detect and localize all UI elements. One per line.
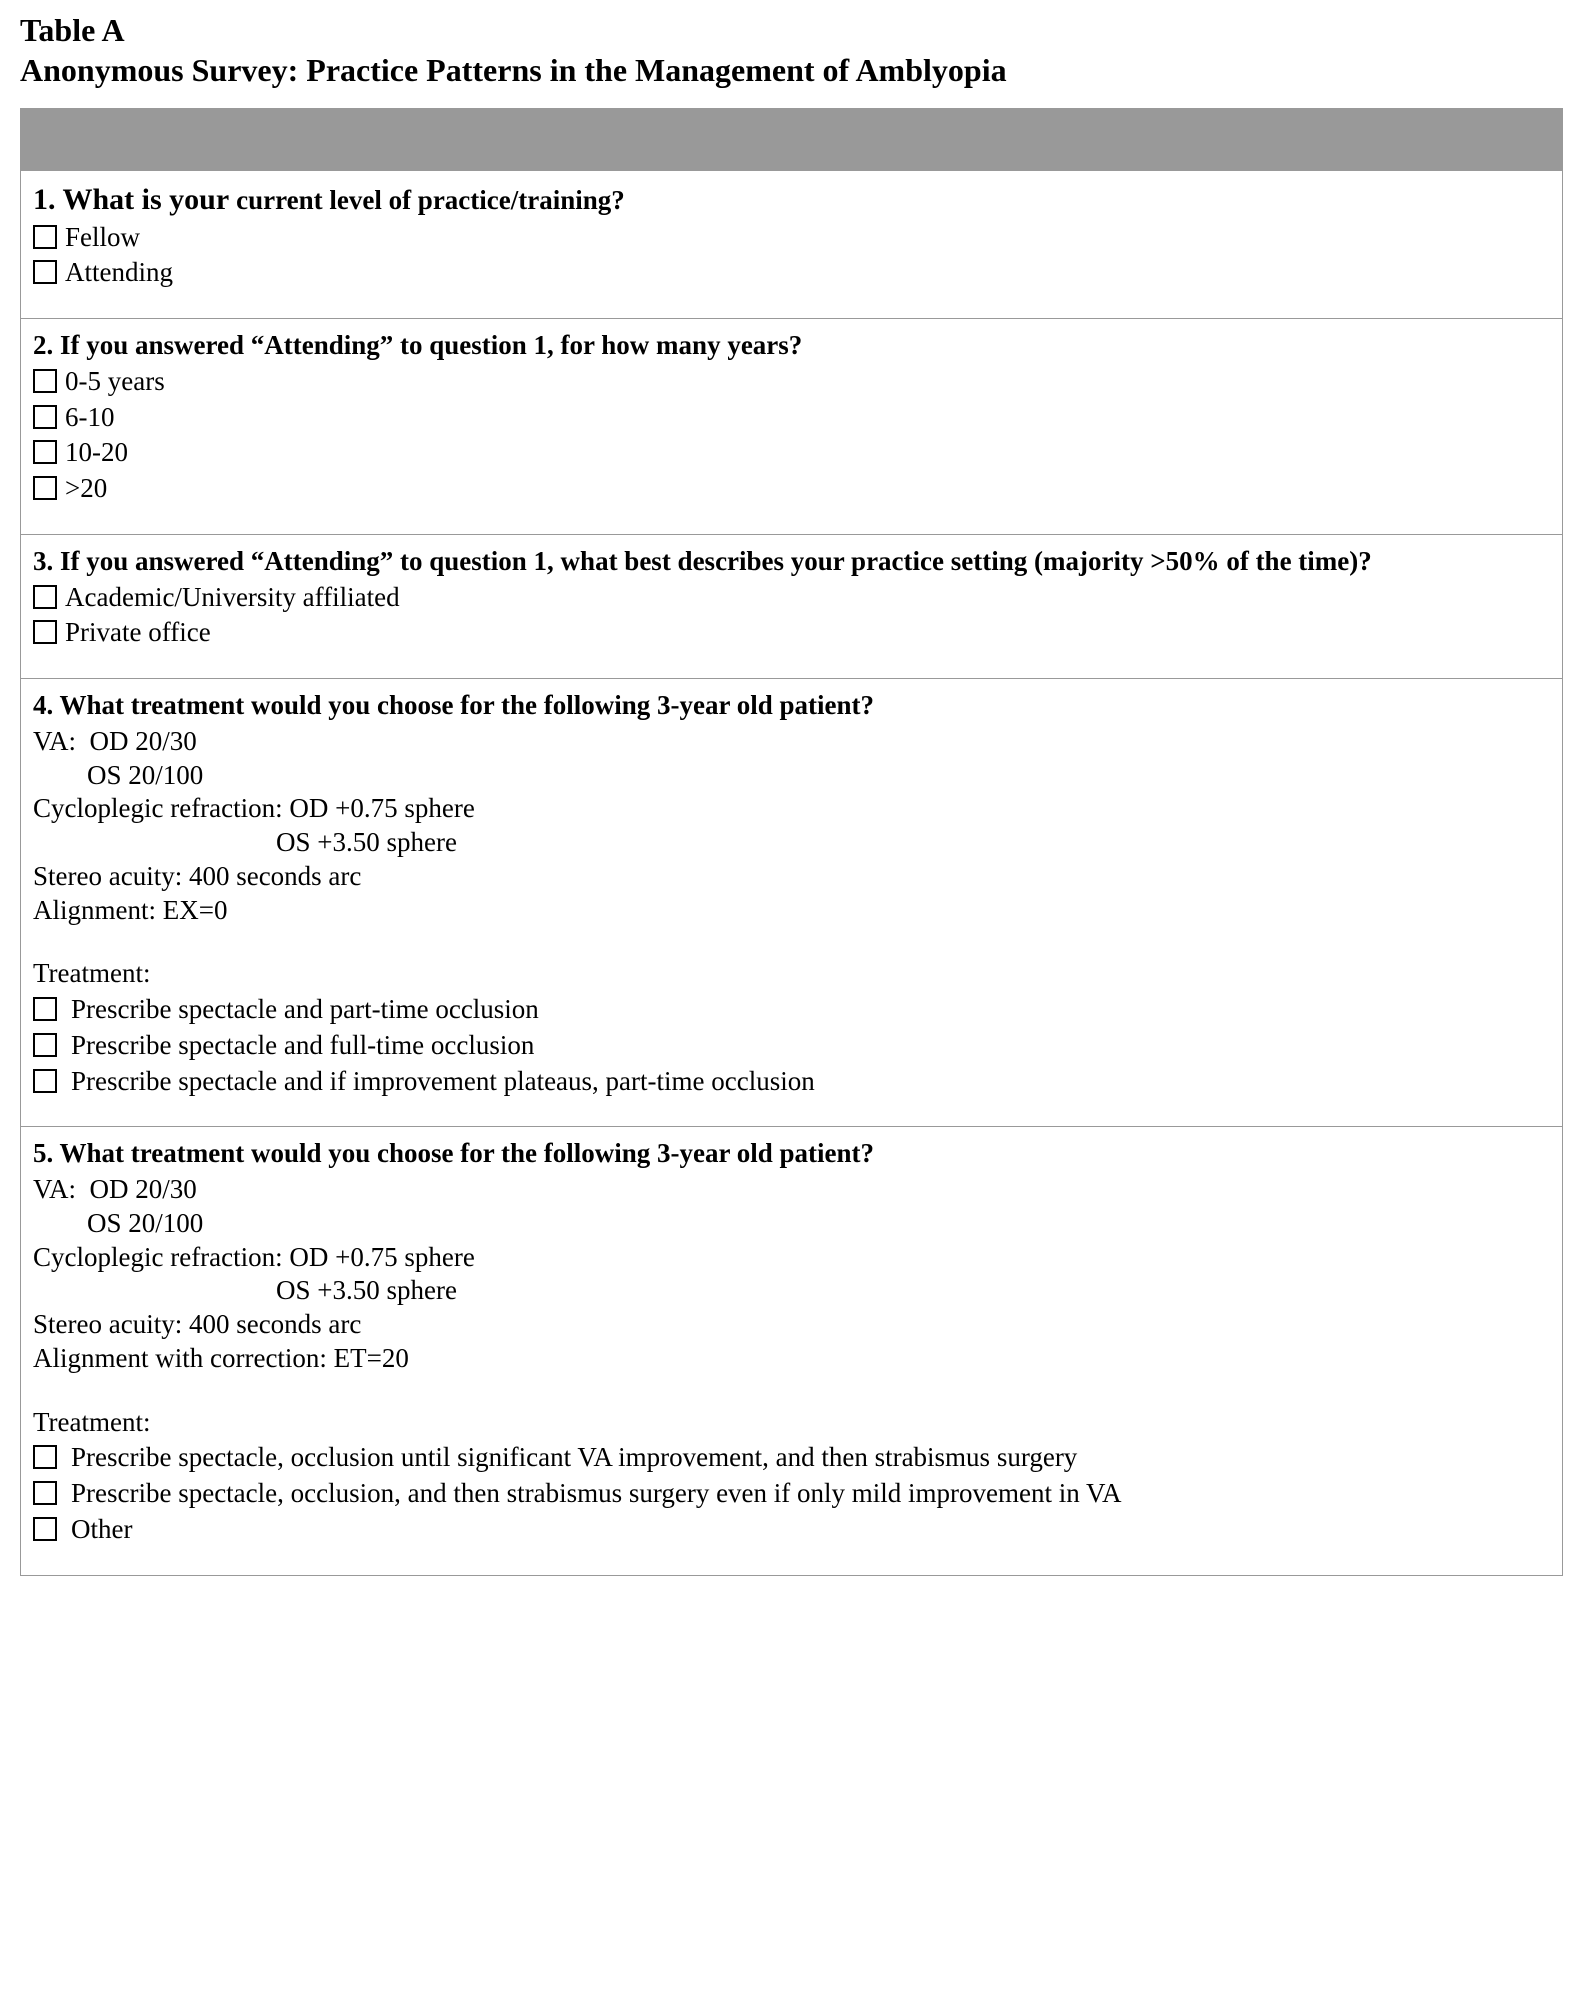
checkbox-icon[interactable] (33, 1481, 57, 1505)
checkbox-icon[interactable] (33, 620, 57, 644)
q3-option-label: Private office (65, 616, 211, 650)
question-3-title: 3. If you answered “Attending” to questi… (33, 545, 1550, 579)
table-header-band (21, 109, 1563, 171)
question-5-treatment-label: Treatment: (33, 1406, 1550, 1440)
q5-option-label: Other (65, 1513, 132, 1547)
q2-option-label: 0-5 years (65, 365, 165, 399)
checkbox-icon[interactable] (33, 585, 57, 609)
checkbox-icon[interactable] (33, 1445, 57, 1469)
checkbox-icon[interactable] (33, 997, 57, 1021)
question-4-cell: 4. What treatment would you choose for t… (21, 679, 1563, 1127)
question-2-cell: 2. If you answered “Attending” to questi… (21, 319, 1563, 535)
q2-option: 10-20 (33, 436, 1550, 470)
q2-option: 6-10 (33, 401, 1550, 435)
question-3-cell: 3. If you answered “Attending” to questi… (21, 534, 1563, 678)
q4-option: Prescribe spectacle and full-time occlus… (33, 1029, 1550, 1063)
checkbox-icon[interactable] (33, 225, 57, 249)
checkbox-icon[interactable] (33, 1069, 57, 1093)
question-4-treatment-label: Treatment: (33, 957, 1550, 991)
q2-option-label: >20 (65, 472, 107, 506)
question-4-details: VA: OD 20/30 OS 20/100 Cycloplegic refra… (33, 725, 1550, 928)
q4-option-label: Prescribe spectacle and full-time occlus… (65, 1029, 534, 1063)
q5-option: Other (33, 1513, 1550, 1547)
q1-option: Attending (33, 256, 1550, 290)
checkbox-icon[interactable] (33, 260, 57, 284)
page-heading: Table A Anonymous Survey: Practice Patte… (20, 10, 1563, 90)
heading-line1: Table A (20, 12, 125, 48)
q5-option: Prescribe spectacle, occlusion until sig… (33, 1441, 1550, 1475)
checkbox-icon[interactable] (33, 369, 57, 393)
q4-option: Prescribe spectacle and if improvement p… (33, 1065, 1550, 1099)
q2-option: >20 (33, 472, 1550, 506)
q4-option-label: Prescribe spectacle and if improvement p… (65, 1065, 815, 1099)
survey-table: 1. What is your current level of practic… (20, 108, 1563, 1576)
q5-option-label: Prescribe spectacle, occlusion, and then… (65, 1477, 1122, 1511)
question-5-details: VA: OD 20/30 OS 20/100 Cycloplegic refra… (33, 1173, 1550, 1376)
q4-option-label: Prescribe spectacle and part-time occlus… (65, 993, 539, 1027)
q4-option: Prescribe spectacle and part-time occlus… (33, 993, 1550, 1027)
q3-option: Academic/University affiliated (33, 581, 1550, 615)
survey-page: Table A Anonymous Survey: Practice Patte… (0, 0, 1583, 1596)
q2-option: 0-5 years (33, 365, 1550, 399)
q5-option: Prescribe spectacle, occlusion, and then… (33, 1477, 1550, 1511)
question-1-title: 1. What is your current level of practic… (33, 181, 1550, 219)
checkbox-icon[interactable] (33, 405, 57, 429)
q2-option-label: 10-20 (65, 436, 128, 470)
question-5-cell: 5. What treatment would you choose for t… (21, 1127, 1563, 1575)
checkbox-icon[interactable] (33, 476, 57, 500)
checkbox-icon[interactable] (33, 1033, 57, 1057)
q2-option-label: 6-10 (65, 401, 115, 435)
q5-option-label: Prescribe spectacle, occlusion until sig… (65, 1441, 1077, 1475)
checkbox-icon[interactable] (33, 440, 57, 464)
q1-option-label: Attending (65, 256, 173, 290)
q1-option-label: Fellow (65, 221, 140, 255)
checkbox-icon[interactable] (33, 1517, 57, 1541)
q3-option: Private office (33, 616, 1550, 650)
question-5-title: 5. What treatment would you choose for t… (33, 1137, 1550, 1171)
q1-option: Fellow (33, 221, 1550, 255)
question-2-title: 2. If you answered “Attending” to questi… (33, 329, 1550, 363)
question-1-cell: 1. What is your current level of practic… (21, 171, 1563, 319)
question-4-title: 4. What treatment would you choose for t… (33, 689, 1550, 723)
heading-line2: Anonymous Survey: Practice Patterns in t… (20, 52, 1007, 88)
q3-option-label: Academic/University affiliated (65, 581, 400, 615)
